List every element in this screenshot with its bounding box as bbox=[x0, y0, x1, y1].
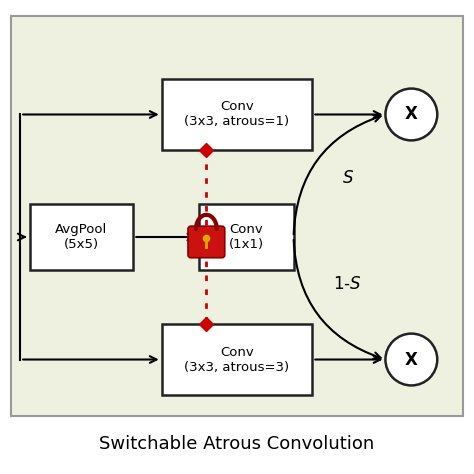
Circle shape bbox=[385, 334, 438, 385]
Text: Conv
(1x1): Conv (1x1) bbox=[229, 223, 264, 251]
Text: X: X bbox=[405, 106, 418, 124]
Text: X: X bbox=[405, 350, 418, 368]
Circle shape bbox=[385, 89, 438, 140]
FancyBboxPatch shape bbox=[162, 324, 312, 395]
FancyBboxPatch shape bbox=[162, 79, 312, 150]
FancyArrowPatch shape bbox=[294, 240, 381, 359]
FancyArrowPatch shape bbox=[294, 115, 381, 234]
Text: $S$: $S$ bbox=[342, 169, 354, 187]
Text: Conv
(3x3, atrous=1): Conv (3x3, atrous=1) bbox=[184, 100, 290, 128]
FancyBboxPatch shape bbox=[199, 204, 293, 270]
Text: $1$-$S$: $1$-$S$ bbox=[333, 275, 362, 293]
FancyBboxPatch shape bbox=[30, 204, 133, 270]
FancyBboxPatch shape bbox=[188, 226, 225, 258]
Text: Switchable Atrous Convolution: Switchable Atrous Convolution bbox=[100, 435, 374, 453]
Text: AvgPool
(5x5): AvgPool (5x5) bbox=[55, 223, 108, 251]
Text: Conv
(3x3, atrous=3): Conv (3x3, atrous=3) bbox=[184, 346, 290, 374]
FancyBboxPatch shape bbox=[11, 16, 463, 416]
